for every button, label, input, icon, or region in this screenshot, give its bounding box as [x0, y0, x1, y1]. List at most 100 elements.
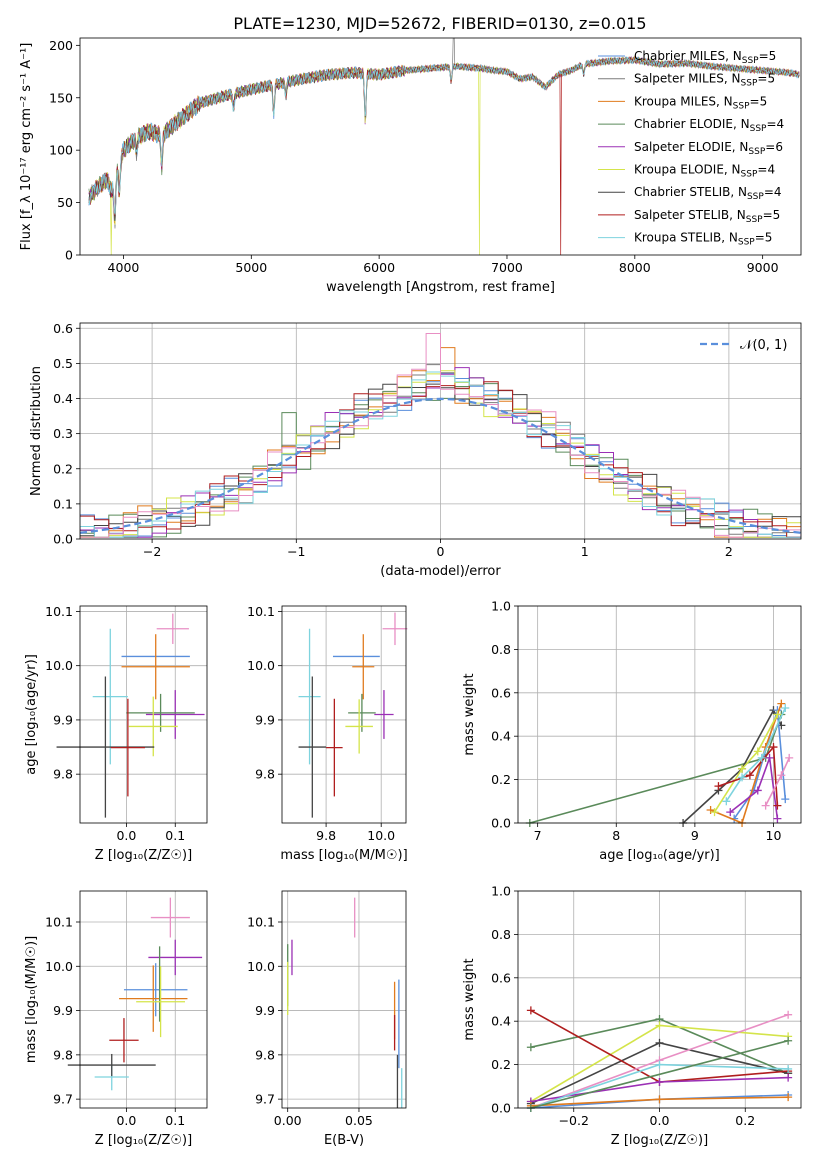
tick-label-y: 10.0: [247, 959, 275, 974]
tick-label-y: 10.1: [45, 915, 73, 930]
spectrum-line-5: [88, 56, 800, 255]
massweight-marker: [714, 782, 723, 791]
panel-z-mass: 0.0 0.1 9.7 9.8 9.9 10.0 10.1 Z [log₁₀(Z/Z☉)] ma…: [24, 890, 208, 1148]
tick-label-y: 9.8: [53, 767, 73, 782]
normal-curve: [79, 397, 802, 534]
massweight-marker: [785, 753, 794, 762]
massweight-line-6: [718, 744, 779, 806]
tick-label-x: −0.2: [559, 1113, 589, 1128]
tick-label-y: 0.0: [53, 532, 73, 547]
legend-label: Chabrier STELIB, NSSP=4: [634, 185, 782, 202]
spectrum-line-7: [88, 56, 800, 255]
tick-label-x: 0: [437, 544, 445, 559]
tick-label-x: 10: [766, 828, 782, 843]
tick-label-y: 50: [57, 195, 73, 210]
tick-label-x: 6000: [363, 260, 395, 275]
massweight-marker: [765, 753, 774, 762]
massweight-marker: [757, 753, 766, 762]
axis-label-x: Z [log₁₀(Z/Z☉)]: [611, 1133, 708, 1148]
massweight-marker: [777, 699, 786, 708]
tick-label-y: 1.0: [491, 599, 511, 614]
massweight-marker: [655, 1060, 664, 1069]
histogram-4: [80, 367, 801, 538]
axis-label-y: Flux [f_λ 10⁻¹⁷ erg cm⁻² s⁻¹ A⁻¹]: [19, 43, 34, 251]
massweight-line-9: [530, 1039, 789, 1109]
legend-label: Salpeter STELIB, NSSP=5: [634, 208, 780, 225]
panel-age-massweight: 7 8 9 10 0.0 0.2 0.4 0.6 0.8 1.0 age [log₁₀(age/yr…: [462, 599, 802, 863]
panel-spectrum: 4000 5000 6000 7000 8000 9000 0 50 100 150 200 wave…: [19, 37, 802, 295]
massweight-marker: [726, 808, 735, 817]
massweight-line-7: [725, 707, 787, 802]
axis-label-x: E(B-V): [324, 1133, 364, 1148]
massweight-marker: [784, 1036, 793, 1045]
massweight-marker: [655, 1021, 664, 1030]
panel-z-massweight: −0.2 0.0 0.2 0.0 0.2 0.4 0.6 0.8 1.0 Z [log₁₀(Z/Z…: [462, 884, 802, 1148]
tick-label-y: 0: [65, 248, 73, 263]
massweight-marker: [526, 1006, 535, 1015]
tick-label-y: 0.8: [491, 642, 511, 657]
tick-label-x: −2: [143, 544, 161, 559]
axes-frame: [79, 37, 802, 256]
axes-frame: [281, 605, 407, 824]
tick-label-x: 0.0: [116, 1113, 136, 1128]
tick-label-x: −1: [287, 544, 305, 559]
axis-label-x: Z [log₁₀(Z/Z☉)]: [95, 848, 192, 863]
tick-label-x: 0.0: [650, 1113, 670, 1128]
tick-label-y: 9.7: [53, 1092, 73, 1107]
tick-label-x: 2: [725, 544, 733, 559]
tick-label-y: 10.1: [247, 604, 275, 619]
tick-label-x: 0.1: [165, 1113, 185, 1128]
tick-label-y: 0.4: [53, 391, 73, 406]
axis-label-y: mass weight: [462, 673, 477, 755]
panel-z-age: 0.0 0.1 9.8 9.9 10.0 10.1 Z [log₁₀(Z/Z☉)] age […: [24, 604, 208, 863]
tick-label-x: 7: [534, 828, 542, 843]
tick-label-y: 9.9: [53, 712, 73, 727]
massweight-marker: [773, 801, 782, 810]
legend-label: Salpeter ELODIE, NSSP=6: [634, 140, 783, 157]
tick-label-y: 9.9: [53, 1003, 73, 1018]
massweight-marker: [781, 703, 790, 712]
axis-label-y: mass [log₁₀(M/M☉)]: [24, 936, 39, 1063]
tick-label-y: 10.0: [45, 658, 73, 673]
tick-label-y: 9.8: [53, 1047, 73, 1062]
legend-label: Kroupa MILES, NSSP=5: [634, 94, 767, 111]
tick-label-y: 9.9: [255, 712, 275, 727]
tick-label-x: 9000: [747, 260, 779, 275]
tick-label-x: 5000: [235, 260, 267, 275]
massweight-marker: [745, 771, 754, 780]
panel-ebv-mass: 0.00 0.05 9.7 9.8 9.9 10.0 10.1 E(B-V): [247, 890, 407, 1148]
axis-label-x: age [log₁₀(age/yr)]: [599, 848, 720, 863]
legend-label: Kroupa STELIB, NSSP=5: [634, 231, 772, 248]
massweight-marker: [738, 773, 747, 782]
massweight-marker: [769, 743, 778, 752]
massweight-marker: [738, 764, 747, 773]
axis-label-x: wavelength [Angstrom, rest frame]: [326, 280, 555, 295]
axes-frame: [517, 605, 802, 824]
tick-label-y: 0.1: [53, 496, 73, 511]
axis-label-y: age [log₁₀(age/yr)]: [24, 654, 39, 775]
panel-mass-age: 9.8 10.0 9.8 9.9 10.0 10.1 mass [log₁₀(M/M☉)]: [247, 604, 408, 863]
spectrum-line-8: [88, 56, 800, 215]
tick-label-y: 0.8: [491, 927, 511, 942]
massweight-marker: [784, 1093, 793, 1102]
tick-label-y: 0.5: [53, 356, 73, 371]
tick-label-x: 8000: [619, 260, 651, 275]
massweight-line-5: [713, 714, 779, 813]
tick-label-y: 0.2: [491, 772, 511, 787]
tick-label-y: 0.6: [491, 685, 511, 700]
tick-label-y: 10.0: [247, 658, 275, 673]
legend-label: 𝒩(0, 1): [740, 338, 787, 353]
tick-label-x: 9: [691, 828, 699, 843]
tick-label-y: 0.4: [491, 1014, 511, 1029]
tick-label-y: 9.8: [255, 1047, 275, 1062]
axes-frame: [281, 890, 407, 1109]
massweight-marker: [784, 1064, 793, 1073]
tick-label-x: 7000: [491, 260, 523, 275]
tick-label-x: 0.2: [735, 1113, 755, 1128]
tick-label-y: 9.8: [255, 767, 275, 782]
massweight-marker: [753, 786, 762, 795]
tick-label-y: 10.1: [45, 604, 73, 619]
massweight-marker: [710, 808, 719, 817]
panel-residuals: −2 −1 0 1 2 0.0 0.1 0.2 0.3 0.4 0.5 0.6 (data-model)…: [29, 321, 802, 579]
